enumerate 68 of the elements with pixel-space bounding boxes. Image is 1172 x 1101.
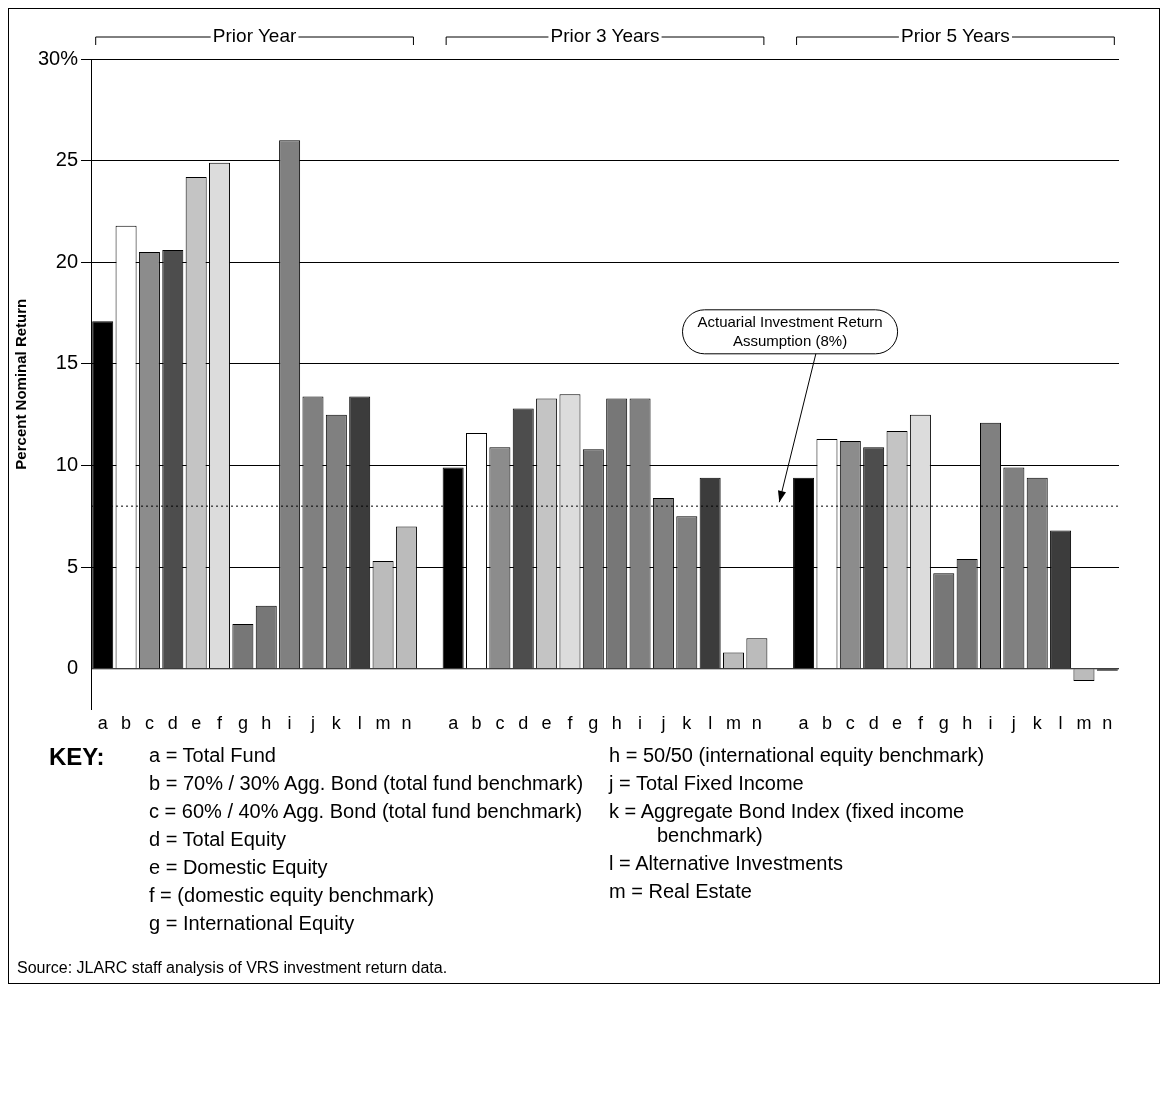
x-tick-label: h	[261, 713, 272, 734]
x-tick-label: m	[1076, 713, 1092, 734]
text: Prior 3 Years	[550, 25, 660, 47]
x-tick-label: m	[726, 713, 742, 734]
x-tick-label: d	[868, 713, 879, 734]
x-tick-label: c	[845, 713, 855, 734]
text: Prior Year	[212, 25, 297, 47]
x-tick-label: n	[1102, 713, 1113, 734]
text: e = Domestic Equity	[149, 855, 329, 879]
text: l = Alternative Investments	[609, 851, 844, 875]
x-tick-label: a	[798, 713, 810, 734]
y-tick-label: 5	[66, 554, 79, 577]
x-tick-label: h	[962, 713, 973, 734]
text: k = Aggregate Bond Index (fixed income benchmark)	[609, 799, 966, 847]
x-tick-label: a	[448, 713, 460, 734]
text: c = 60% / 40% Agg. Bond (total fund benchmark)	[149, 799, 584, 823]
text: m = Real Estate	[609, 879, 753, 903]
x-tick-label: k	[1032, 713, 1043, 734]
x-tick-label: d	[518, 713, 529, 734]
x-tick-label: c	[495, 713, 505, 734]
y-tick-label: 25	[55, 148, 79, 171]
x-tick-label: i	[287, 713, 292, 734]
y-tick-label: 30%	[38, 46, 79, 69]
text: h = 50/50 (international equity benchmark)	[609, 743, 986, 767]
x-tick-label: n	[751, 713, 762, 734]
y-axis-title: Percent Nominal Return	[12, 298, 30, 470]
x-tick-label: l	[1058, 713, 1063, 734]
x-tick-label: j	[660, 713, 666, 734]
x-tick-label: g	[588, 713, 599, 734]
x-tick-label: b	[471, 713, 482, 734]
x-tick-label: j	[1010, 713, 1016, 734]
x-tick-label: l	[357, 713, 362, 734]
x-tick-label: m	[375, 713, 391, 734]
text: g = International Equity	[149, 911, 356, 935]
y-tick-label: 0	[66, 656, 79, 679]
x-tick-label: e	[191, 713, 202, 734]
y-tick-label: 20	[55, 249, 79, 272]
x-tick-label: k	[331, 713, 342, 734]
x-tick-label: l	[708, 713, 713, 734]
x-tick-label: c	[144, 713, 154, 734]
text: f = (domestic equity benchmark)	[149, 883, 436, 907]
x-tick-label: f	[217, 713, 224, 734]
x-tick-label: f	[567, 713, 574, 734]
text: b = 70% / 30% Agg. Bond (total fund benchmark)	[149, 771, 585, 795]
y-tick-label: 15	[55, 351, 79, 374]
x-tick-label: k	[682, 713, 693, 734]
x-tick-label: d	[167, 713, 178, 734]
source-note: Source: JLARC staff analysis of VRS investment return data.	[16, 958, 449, 978]
x-tick-label: g	[237, 713, 248, 734]
x-tick-label: e	[541, 713, 552, 734]
text: Prior 5 Years	[901, 25, 1010, 47]
x-tick-label: g	[938, 713, 949, 734]
text: d = Total Equity	[149, 827, 287, 851]
x-tick-label: b	[821, 713, 832, 734]
x-tick-label: n	[401, 713, 412, 734]
y-tick-label: 10	[55, 453, 79, 476]
text: j = Total Fixed Income	[609, 771, 805, 795]
x-tick-label: j	[309, 713, 315, 734]
x-tick-label: a	[97, 713, 109, 734]
x-tick-label: e	[892, 713, 903, 734]
x-tick-label: i	[638, 713, 643, 734]
text: a = Total Fund	[149, 743, 277, 767]
ref-line-label: Actuarial Investment Return Assumption (8%)	[697, 312, 883, 349]
x-tick-label: i	[988, 713, 993, 734]
text: KEY:	[49, 743, 106, 772]
x-tick-label: h	[611, 713, 622, 734]
x-tick-label: b	[121, 713, 132, 734]
x-tick-label: f	[917, 713, 924, 734]
